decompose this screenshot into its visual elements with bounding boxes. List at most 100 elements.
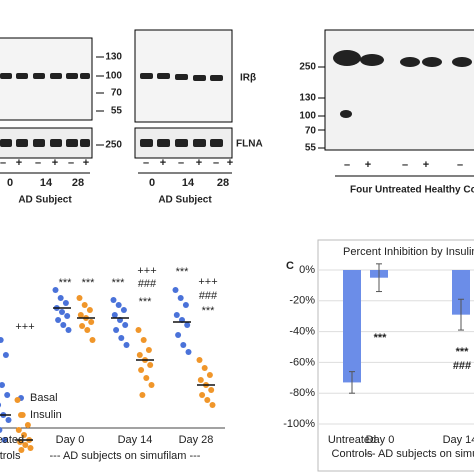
x-tick-label: Day 0	[366, 434, 395, 446]
dot	[2, 352, 9, 358]
dot	[136, 352, 143, 358]
annotation: ***	[112, 277, 126, 289]
dot	[206, 372, 213, 378]
dot	[120, 307, 127, 313]
lane-sign: +	[83, 157, 89, 169]
x-tick-label: Day 14	[443, 434, 474, 446]
annotation: +++	[198, 276, 217, 288]
blot	[324, 29, 474, 151]
dot	[110, 297, 117, 303]
dot	[184, 322, 191, 328]
day-label: 14	[40, 177, 53, 189]
lane-sign: +	[227, 157, 233, 169]
marker-label: 55	[111, 106, 123, 117]
marker-label: 55	[305, 143, 317, 154]
lane-sign: +	[196, 157, 202, 169]
blot-labels: 130 100 70 55 250 IRβ FLNA 250 130 100 7…	[18, 52, 474, 206]
dot	[77, 312, 84, 318]
dot	[14, 397, 21, 403]
x-tick-label: Controls	[332, 448, 373, 460]
dot	[88, 319, 95, 325]
day-label: 0	[149, 177, 155, 189]
dot	[52, 287, 59, 293]
caption: Four Untreated Healthy Controls	[350, 185, 474, 196]
dot	[21, 432, 27, 438]
dot	[175, 332, 182, 338]
lane-sign: –	[457, 159, 463, 171]
dot	[22, 442, 29, 448]
marker-label: 100	[299, 111, 316, 122]
dot	[62, 300, 69, 306]
lane-sign: –	[143, 157, 149, 169]
x-tick-label: Day 14	[118, 434, 153, 446]
annotation: ***	[82, 277, 96, 289]
dot	[84, 327, 91, 333]
marker-label: 70	[305, 126, 317, 137]
dot	[147, 362, 154, 368]
dot	[4, 392, 11, 398]
dot	[81, 302, 88, 308]
dot	[76, 295, 83, 301]
blot	[0, 127, 93, 159]
dot	[18, 447, 25, 453]
annotation: ***	[374, 332, 388, 344]
subject-label: AD Subject	[18, 195, 72, 206]
dot	[172, 287, 179, 293]
y-tick-label: -100%	[283, 418, 315, 430]
marker-label: 70	[111, 88, 123, 99]
dot	[204, 397, 211, 403]
dot	[115, 302, 122, 308]
blot	[0, 37, 93, 121]
dot	[138, 367, 145, 373]
dot	[111, 312, 118, 318]
dot	[177, 295, 184, 301]
dot	[0, 382, 5, 388]
dot	[143, 375, 150, 381]
annotation: ###	[453, 360, 471, 372]
annotation: ***	[456, 346, 470, 358]
lane-sign: –	[68, 157, 74, 169]
x-tick-label: Controls	[0, 450, 21, 462]
blot-images	[0, 29, 474, 177]
marker-label: 130	[105, 52, 122, 63]
dot	[24, 422, 31, 428]
dot	[79, 323, 86, 329]
lane-sign: +	[423, 159, 429, 171]
legend-swatch	[18, 412, 24, 418]
day-label: 14	[182, 177, 195, 189]
lane-sign: –	[344, 159, 350, 171]
dot	[55, 317, 62, 323]
dot	[122, 322, 129, 328]
bar	[343, 270, 361, 383]
dot	[27, 445, 34, 451]
day-label: 28	[217, 177, 229, 189]
dot	[5, 417, 12, 423]
annotation: +++	[137, 265, 156, 277]
dot	[65, 327, 72, 333]
annotation: ***	[139, 296, 153, 308]
dot	[86, 307, 93, 313]
y-tick-label: -40%	[289, 326, 315, 338]
dot	[199, 392, 206, 398]
dot	[208, 387, 215, 393]
dot	[135, 327, 142, 333]
dot	[59, 309, 65, 315]
marker-label: 130	[299, 93, 316, 104]
dot	[0, 402, 2, 408]
marker-ticks	[0, 56, 474, 177]
marker-label: 100	[105, 71, 122, 82]
annotation: +++	[15, 321, 34, 333]
group-label: --- AD subjects on simufilam ---	[365, 448, 474, 460]
annotation: ***	[176, 266, 190, 278]
dot	[182, 302, 189, 308]
dot	[201, 365, 208, 371]
chart-title: Percent Inhibition by Insulin	[343, 246, 474, 258]
lane-sign: –	[402, 159, 408, 171]
dot	[0, 337, 4, 343]
dot	[145, 347, 152, 353]
lane-sign: +	[16, 157, 22, 169]
dot	[64, 313, 71, 319]
panel-border	[317, 239, 474, 472]
dot	[173, 312, 180, 318]
